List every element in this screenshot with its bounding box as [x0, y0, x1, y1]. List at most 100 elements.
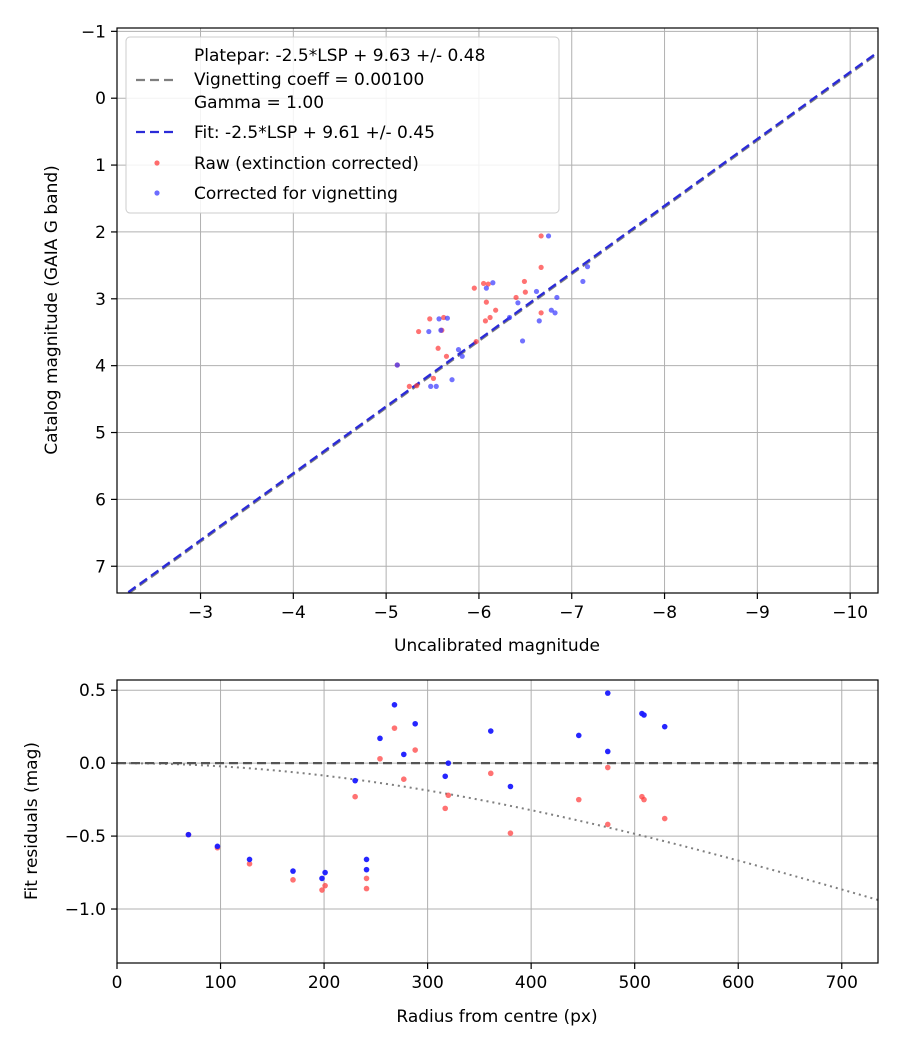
bottom-x-tick-label: 100	[204, 973, 236, 993]
top-x-tick-label: −5	[374, 603, 399, 623]
bottom-corrected-point	[445, 760, 452, 766]
top-raw-point	[538, 310, 544, 316]
bottom-corrected-point	[290, 868, 296, 874]
top-raw-point	[443, 353, 450, 359]
top-corrected-point	[533, 288, 540, 295]
bottom-raw-point	[322, 882, 328, 889]
bottom-raw-point	[363, 885, 370, 892]
bottom-corrected-point	[507, 783, 514, 790]
bottom-raw-point	[319, 887, 325, 893]
top-corrected-point	[444, 315, 450, 321]
top-corrected-point	[506, 314, 513, 321]
bottom-raw-point	[604, 821, 611, 828]
top-raw-point	[471, 285, 477, 291]
top-corrected-point	[459, 353, 465, 359]
top-corrected-point	[426, 328, 432, 335]
bottom-raw-point	[352, 793, 358, 800]
bottom-x-axis-title: Radius from centre (px)	[396, 1007, 597, 1027]
bottom-raw-point	[391, 725, 398, 731]
top-x-tick-label: −4	[281, 603, 306, 623]
bottom-raw-point	[412, 747, 418, 753]
top-y-axis-title: Catalog magnitude (GAIA G band)	[42, 165, 62, 455]
bottom-raw-point	[290, 877, 296, 883]
bottom-raw-point	[641, 796, 647, 803]
top-x-axis-title: Uncalibrated magnitude	[394, 636, 600, 656]
bottom-x-tick-label: 200	[308, 973, 340, 993]
bottom-raw-point	[377, 755, 383, 762]
top-raw-point	[482, 318, 489, 324]
top-raw-point	[521, 278, 528, 285]
legend-platepar-label-line2: Vignetting coeff = 0.00100	[194, 70, 424, 90]
top-y-tick-label: 4	[95, 357, 106, 377]
top-corrected-point	[449, 377, 455, 383]
top-corrected-point	[552, 310, 558, 316]
bottom-raw-point	[400, 776, 407, 782]
bottom-y-tick-label: 0.5	[79, 681, 106, 701]
top-corrected-point	[436, 316, 442, 322]
top-corrected-point	[554, 294, 560, 301]
bottom-corrected-point	[319, 875, 325, 882]
top-raw-point	[513, 294, 519, 301]
bottom-corrected-point	[442, 773, 449, 780]
bottom-y-tick-label: 0.0	[79, 754, 106, 774]
top-raw-point	[427, 316, 433, 322]
legend-raw-marker	[154, 160, 160, 166]
top-y-tick-label: 3	[95, 290, 106, 310]
bottom-x-tick-label: 400	[515, 973, 547, 993]
top-raw-point	[435, 345, 441, 351]
vignetting-curve	[117, 762, 878, 901]
bottom-corrected-point	[661, 723, 668, 730]
top-raw-point	[406, 383, 412, 389]
bottom-raw-point	[363, 875, 370, 882]
top-corrected-point	[394, 362, 400, 368]
legend-fit-label: Fit: -2.5*LSP + 9.61 +/- 0.45	[194, 123, 435, 143]
bottom-corrected-point	[363, 866, 370, 873]
top-corrected-point	[548, 307, 554, 313]
bottom-y-axis-title: Fit residuals (mag)	[22, 742, 42, 900]
bottom-y-tick-label: −0.5	[65, 827, 106, 847]
bottom-x-tick-label: 700	[826, 973, 858, 993]
bottom-raw-point	[442, 805, 449, 812]
top-raw-point	[485, 281, 491, 287]
bottom-corrected-point	[185, 831, 192, 838]
top-corrected-point	[519, 338, 526, 344]
bottom-raw-point	[487, 770, 494, 777]
bottom-corrected-point	[412, 720, 418, 727]
top-corrected-point	[580, 278, 586, 285]
top-plot-frame	[116, 27, 879, 594]
top-raw-point	[416, 328, 422, 335]
bottom-raw-point	[575, 796, 582, 803]
top-y-tick-label: 1	[95, 156, 106, 176]
top-corrected-point	[584, 264, 591, 270]
top-y-tick-label: 6	[95, 490, 106, 510]
top-raw-point	[493, 307, 499, 313]
top-raw-point	[538, 264, 544, 270]
top-raw-point	[483, 299, 489, 305]
bottom-corrected-point	[604, 748, 611, 755]
bottom-raw-point	[507, 830, 514, 836]
bottom-x-tick-label: 300	[411, 973, 443, 993]
residuals-scatter-plot: 0 100 200 300 400 500 600 700 0.5 0.0 −0.5 −1.0 Ra…	[22, 679, 879, 1027]
bottom-raw-point	[445, 792, 452, 799]
top-corrected-point	[536, 318, 542, 324]
top-x-tick-label: −9	[745, 603, 770, 623]
bottom-plot-frame	[116, 679, 879, 964]
bottom-corrected-point	[391, 701, 398, 708]
top-raw-point	[473, 338, 479, 345]
bottom-corrected-point	[641, 712, 647, 718]
bottom-corrected-point	[604, 690, 611, 696]
bottom-raw-point	[661, 815, 668, 822]
bottom-corrected-point	[352, 777, 358, 784]
top-x-tick-label: −7	[559, 603, 584, 623]
top-raw-point	[487, 314, 493, 321]
bottom-corrected-point	[400, 751, 407, 758]
bottom-corrected-point	[214, 843, 221, 850]
top-y-tick-label: 2	[95, 223, 106, 243]
legend-raw-label: Raw (extinction corrected)	[194, 154, 419, 174]
top-corrected-point	[483, 285, 489, 291]
top-raw-point	[538, 233, 544, 239]
top-corrected-point	[428, 383, 434, 389]
legend-platepar-label-line1: Platepar: -2.5*LSP + 9.63 +/- 0.48	[194, 46, 485, 66]
